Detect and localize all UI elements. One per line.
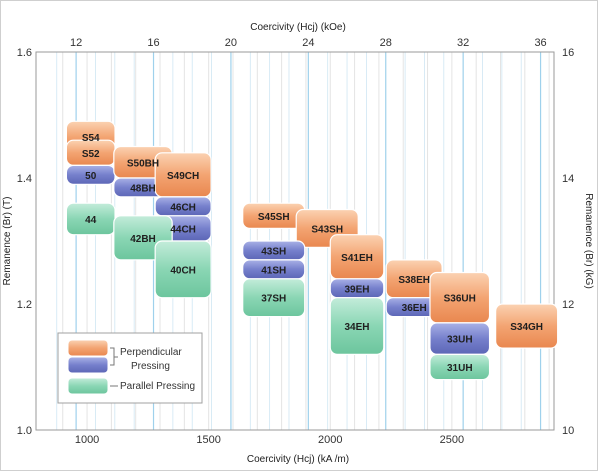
y-right-tick-label: 10 — [562, 425, 574, 437]
legend-label-perpendicular: Perpendicular — [120, 347, 182, 358]
legend-swatch-orange — [67, 339, 109, 357]
legend-swatch-green — [67, 377, 109, 395]
x-bottom-tick-label: 2500 — [440, 434, 464, 446]
grade-label-s50bh: S50BH — [127, 158, 159, 169]
plot-area-border — [35, 51, 555, 431]
grade-label-42bh: 42BH — [130, 234, 156, 245]
grade-box-40ch — [154, 240, 212, 299]
grade-label-s43sh: S43SH — [311, 224, 343, 235]
grade-label-43sh: 43SH — [261, 246, 286, 257]
y-right-tick-label: 12 — [562, 299, 574, 311]
grade-label-46ch: 46CH — [170, 202, 196, 213]
grade-label-s54: S54 — [82, 133, 100, 144]
x-top-tick-label: 20 — [225, 37, 237, 49]
y-right-tick-label: 16 — [562, 47, 574, 59]
y-left-tick-label: 1.0 — [17, 425, 32, 437]
x-top-tick-label: 24 — [302, 37, 314, 49]
y-left-axis-title: Remanence (Br) (T) — [2, 197, 13, 286]
grade-label-s41eh: S41EH — [341, 253, 373, 264]
x-top-tick-label: 16 — [147, 37, 159, 49]
grade-box-37sh — [242, 278, 306, 318]
x-top-axis-title: Coercivity (Hcj) (kOe) — [250, 22, 346, 33]
grade-box-31uh — [429, 353, 491, 381]
legend: Perpendicular Pressing Parallel Pressing — [57, 332, 203, 404]
legend-label-parallel: Parallel Pressing — [120, 381, 195, 392]
legend-label-perpendicular-line2: Pressing — [131, 361, 170, 372]
grade-label-44: 44 — [85, 215, 97, 226]
grade-label-50: 50 — [85, 171, 97, 182]
y-right-axis-title: Remanence (Br) (kG) — [583, 193, 594, 289]
grade-label-41sh: 41SH — [261, 265, 286, 276]
x-bottom-tick-label: 1500 — [196, 434, 220, 446]
grade-boxes: S54 S52 50 S50BH 48BH S49CH 46CH 44CH S45SH S43SH… — [65, 120, 559, 381]
grade-label-48bh: 48BH — [130, 183, 156, 194]
legend-bracket — [110, 347, 118, 366]
axis-ticks: 1.0 1.2 1.4 1.6 10 12 14 16 1000 1500 2000 2500 12 16… — [17, 37, 575, 446]
grade-label-31uh: 31UH — [447, 363, 473, 374]
x-bottom-tick-label: 2000 — [318, 434, 342, 446]
grade-label-33uh: 33UH — [447, 335, 473, 346]
grade-label-s52: S52 — [82, 149, 100, 160]
grade-box-s34gh — [495, 303, 559, 349]
grade-box-34eh — [329, 297, 385, 356]
grade-label-s38eh: S38EH — [398, 275, 430, 286]
y-left-tick-label: 1.2 — [17, 299, 32, 311]
x-bottom-tick-label: 1000 — [75, 434, 99, 446]
grade-label-s34gh: S34GH — [510, 322, 543, 333]
grade-label-40ch: 40CH — [170, 265, 196, 276]
grade-label-44ch: 44CH — [170, 224, 196, 235]
y-left-tick-label: 1.4 — [17, 173, 32, 185]
grade-label-s36uh: S36UH — [444, 294, 476, 305]
x-top-tick-label: 36 — [534, 37, 546, 49]
x-top-tick-label: 32 — [457, 37, 469, 49]
y-left-tick-label: 1.6 — [17, 47, 32, 59]
grade-label-34eh: 34EH — [345, 322, 370, 333]
grade-label-36eh: 36EH — [402, 303, 427, 314]
grade-label-39eh: 39EH — [345, 284, 370, 295]
grade-label-s49ch: S49CH — [167, 171, 199, 182]
x-top-tick-label: 28 — [380, 37, 392, 49]
grade-label-37sh: 37SH — [261, 294, 286, 305]
grade-label-s45sh: S45SH — [258, 212, 290, 223]
x-bottom-axis-title: Coercivity (Hcj) (kA /m) — [247, 454, 349, 465]
x-top-tick-label: 12 — [70, 37, 82, 49]
legend-swatch-blue — [67, 356, 109, 374]
y-right-tick-label: 14 — [562, 173, 574, 185]
